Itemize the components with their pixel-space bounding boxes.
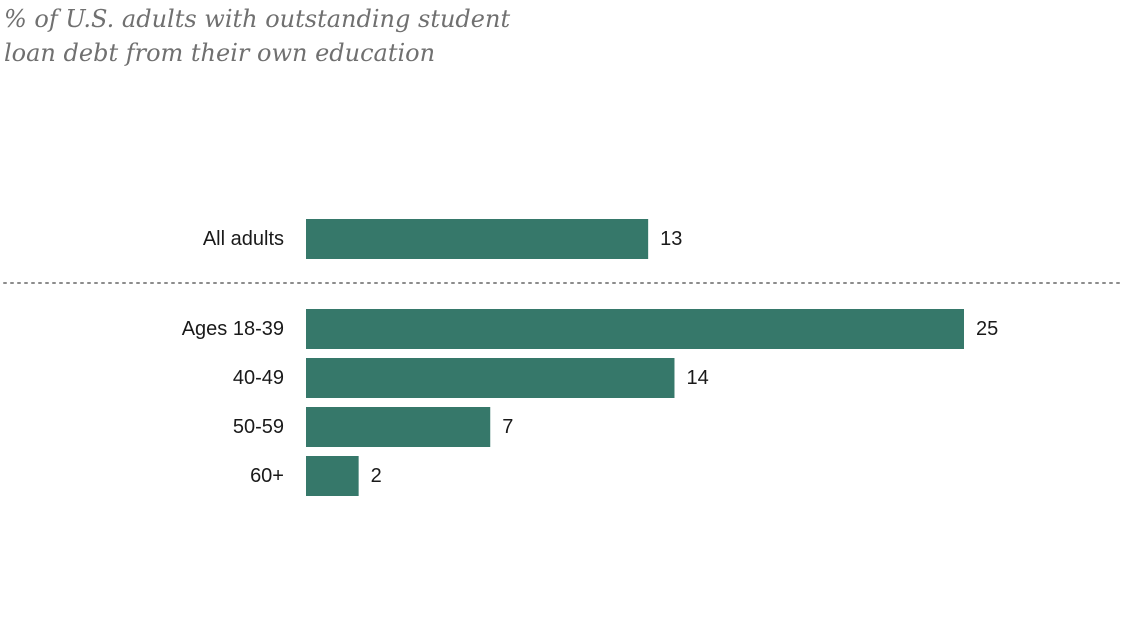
category-label: All adults <box>203 228 284 250</box>
category-label: Ages 18-39 <box>182 318 284 340</box>
bar <box>306 309 964 349</box>
category-label: 60+ <box>250 465 284 487</box>
category-label: 40-49 <box>233 367 284 389</box>
value-label: 2 <box>371 465 382 487</box>
value-label: 25 <box>976 318 998 340</box>
subtitle-line-2: loan debt from their own education <box>4 39 436 67</box>
chart-subtitle: % of U.S. adults with outstanding studen… <box>4 2 704 70</box>
bar <box>306 358 675 398</box>
bar <box>306 219 649 259</box>
bar <box>306 407 491 447</box>
bar <box>306 456 359 496</box>
subtitle-line-1: % of U.S. adults with outstanding studen… <box>4 5 511 33</box>
value-label: 7 <box>502 416 513 438</box>
value-label: 13 <box>660 228 682 250</box>
category-label: 50-59 <box>233 416 284 438</box>
value-label: 14 <box>686 367 708 389</box>
